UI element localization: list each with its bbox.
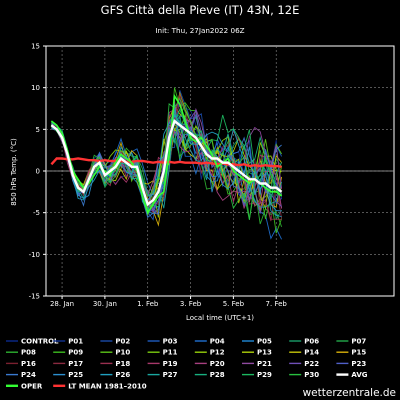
legend-label: P08: [21, 349, 36, 357]
legend-label: P17: [68, 360, 83, 368]
chart-title: GFS Città della Pieve (IT) 43N, 12E: [101, 3, 300, 17]
x-tick-label: 3. Feb: [180, 300, 202, 308]
x-tick-label: 28. Jan: [50, 300, 74, 308]
y-tick-label: -5: [33, 209, 40, 217]
legend-label: P04: [210, 338, 225, 346]
legend-label: CONTROL: [21, 338, 59, 346]
legend-label: AVG: [351, 371, 367, 379]
legend-label: P05: [257, 338, 272, 346]
legend-label: P24: [21, 371, 36, 379]
legend-label: P12: [210, 349, 225, 357]
y-axis-label: 850 hPa Temp. (°C): [10, 138, 18, 206]
legend-label: LT MEAN 1981–2010: [68, 382, 147, 390]
legend-label: P07: [351, 338, 366, 346]
y-tick-label: -15: [29, 293, 40, 301]
legend-label: P30: [304, 371, 319, 379]
watermark: wetterzentrale.de: [303, 387, 396, 399]
legend-label: P10: [115, 349, 130, 357]
legend-label: P13: [257, 349, 272, 357]
avg-line: [50, 118, 283, 207]
x-tick-label: 1. Feb: [137, 300, 159, 308]
legend-label: P27: [163, 371, 178, 379]
legend-label: P18: [115, 360, 130, 368]
legend-label: P25: [68, 371, 83, 379]
x-tick-label: 30. Jan: [93, 300, 117, 308]
legend-label: P15: [351, 349, 366, 357]
ensemble-line-p26: [51, 113, 282, 218]
y-tick-label: 10: [31, 84, 40, 92]
y-tick-label: 5: [36, 126, 40, 134]
y-tick-label: 0: [36, 168, 40, 176]
legend-label: P06: [304, 338, 319, 346]
legend-label: P03: [163, 338, 178, 346]
plot-area: 15 10 5 0 -5 -10 -15 28. Jan 30. Jan 1. Feb 3. Feb…: [29, 43, 395, 308]
oper-line: [50, 93, 283, 215]
legend-label: P23: [351, 360, 366, 368]
x-tick-label: 7. Feb: [266, 300, 288, 308]
x-axis-label: Local time (UTC+1): [186, 314, 254, 322]
legend-label: P11: [163, 349, 178, 357]
ensemble-line-p16: [51, 102, 283, 215]
legend-label: P21: [257, 360, 272, 368]
legend-label: P16: [21, 360, 36, 368]
legend-label: P26: [115, 371, 130, 379]
legend-label: P09: [68, 349, 83, 357]
legend-label: P02: [115, 338, 130, 346]
legend-label: OPER: [21, 382, 43, 390]
y-tick-label: -10: [29, 251, 40, 259]
chart-subtitle: Init: Thu, 27Jan2022 06Z: [155, 26, 244, 35]
lt-mean-line: [50, 157, 282, 168]
y-tick-label: 15: [31, 43, 40, 51]
legend-label: P01: [68, 338, 83, 346]
legend-label: P19: [163, 360, 178, 368]
legend-label: P29: [257, 371, 272, 379]
legend-label: P20: [210, 360, 225, 368]
legend-label: P22: [304, 360, 319, 368]
x-tick-label: 5. Feb: [223, 300, 245, 308]
legend-label: P14: [304, 349, 319, 357]
legend-label: P28: [210, 371, 225, 379]
legend: CONTROL P01 P02 P03 P04 P05 P06 P07 P08 P09 P10 P11…: [6, 338, 368, 390]
